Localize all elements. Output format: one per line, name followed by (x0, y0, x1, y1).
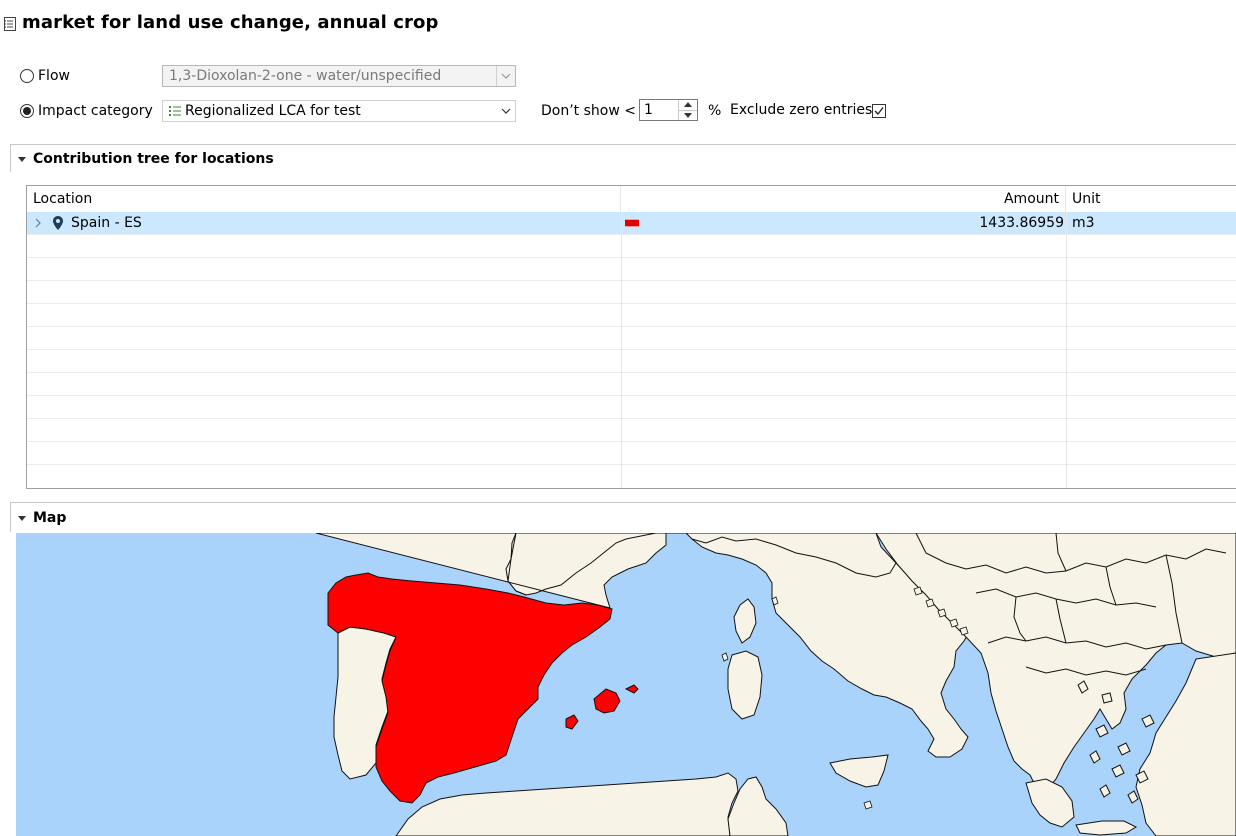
cutoff-spinner[interactable]: 1 (639, 99, 698, 121)
contribution-bar-cell (621, 212, 651, 234)
table-row-empty (27, 235, 1236, 258)
location-pin-icon (53, 216, 63, 230)
chevron-down-icon[interactable] (497, 101, 515, 121)
column-header-location[interactable]: Location (27, 186, 621, 212)
table-row-empty (27, 396, 1236, 419)
spinner-down-icon[interactable] (679, 109, 697, 121)
dont-show-label: Don’t show < (541, 103, 636, 119)
flow-radio-label: Flow (38, 68, 70, 84)
amount-cell: 1433.86959 (979, 215, 1064, 231)
table-row-empty (27, 304, 1236, 327)
region-spain-ibiza[interactable] (565, 714, 579, 730)
collapse-triangle-icon[interactable] (17, 513, 27, 523)
impact-category-select-value: Regionalized LCA for test (185, 103, 361, 119)
page-title: market for land use change, annual crop (22, 11, 439, 33)
impact-category-radio-option[interactable]: Impact category (20, 103, 153, 119)
table-header: Location Amount Unit (27, 186, 1236, 212)
table-row-empty (27, 327, 1236, 350)
exclude-zero-label: Exclude zero entries (730, 102, 873, 118)
flow-radio[interactable] (20, 69, 34, 83)
location-map[interactable] (16, 533, 1236, 836)
land-peloponnese (1025, 778, 1075, 828)
land-balkans (875, 533, 1236, 792)
land-north-africa (395, 772, 739, 836)
collapse-triangle-icon[interactable] (17, 154, 27, 164)
table-row-empty (27, 350, 1236, 373)
small-islands (721, 596, 873, 810)
table-row[interactable]: Spain - ES 1433.86959 m3 (27, 212, 1236, 235)
country-borders (507, 533, 1227, 676)
column-header-unit[interactable]: Unit (1072, 191, 1101, 207)
contribution-section-title: Contribution tree for locations (33, 150, 274, 167)
impact-category-radio[interactable] (20, 104, 34, 118)
table-row-empty (27, 442, 1236, 465)
flow-select[interactable]: 1,3-Dioxolan-2-one - water/unspecified (162, 65, 516, 87)
region-spain[interactable] (327, 572, 613, 804)
chevron-right-icon[interactable] (35, 218, 41, 228)
table-row-empty (27, 419, 1236, 442)
column-divider (1066, 212, 1067, 488)
chevron-down-icon[interactable] (496, 66, 515, 86)
land-sardinia (727, 650, 763, 720)
flow-select-value: 1,3-Dioxolan-2-one - water/unspecified (169, 68, 442, 84)
impact-method-icon (169, 106, 181, 116)
land-corsica (733, 598, 757, 644)
impact-category-radio-label: Impact category (38, 103, 153, 119)
location-cell: Spain - ES (71, 215, 142, 231)
column-divider (621, 212, 622, 488)
spinner-buttons (678, 100, 697, 120)
exclude-zero-checkbox[interactable] (872, 104, 886, 118)
map-section-header[interactable]: Map (10, 502, 1236, 532)
table-row-empty (27, 281, 1236, 304)
land-sicily (829, 754, 889, 788)
unit-cell: m3 (1072, 215, 1095, 231)
contribution-tree-table[interactable]: Location Amount Unit Spain - ES 1433.869… (26, 185, 1236, 489)
table-row-empty (27, 373, 1236, 396)
region-spain-mallorca[interactable] (593, 688, 621, 714)
spinner-up-icon[interactable] (679, 100, 697, 110)
editor-title-row: market for land use change, annual crop (4, 9, 439, 35)
contribution-bar (625, 219, 639, 227)
map-section-title: Map (33, 509, 67, 526)
land-tunisia (727, 776, 789, 836)
region-spain-menorca[interactable] (624, 684, 639, 694)
checkmark-icon (874, 107, 884, 115)
adriatic-islets (913, 586, 969, 636)
map-canvas[interactable] (16, 533, 1236, 836)
flow-radio-option[interactable]: Flow (20, 68, 70, 84)
aegean-islands (1077, 680, 1155, 804)
column-header-amount[interactable]: Amount (621, 186, 1066, 212)
table-row-empty (27, 258, 1236, 281)
percent-label: % (708, 103, 722, 119)
cutoff-value[interactable]: 1 (644, 102, 653, 118)
contribution-section-header[interactable]: Contribution tree for locations (10, 144, 1236, 172)
impact-category-select[interactable]: Regionalized LCA for test (162, 100, 516, 122)
land-crete (1075, 820, 1138, 836)
process-icon (4, 17, 16, 31)
